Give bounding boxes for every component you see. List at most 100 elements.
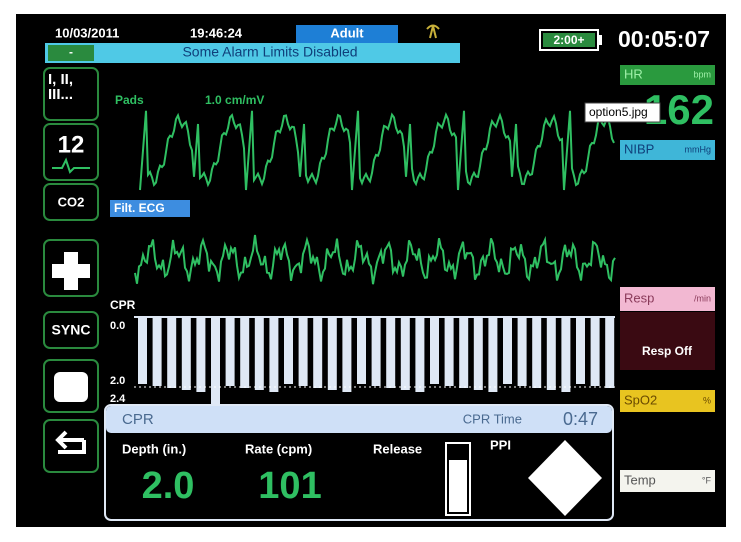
filt-ecg-tag <box>110 200 190 217</box>
cpr-compression-bar <box>576 318 585 384</box>
cpr-compression-bar <box>444 318 454 386</box>
leads-label-box: I, II, III... <box>48 72 74 103</box>
battery-time: 2:00+ <box>553 33 584 47</box>
back-button[interactable] <box>43 419 99 473</box>
cpr-compression-bar <box>488 318 498 392</box>
cpr-panel <box>104 404 614 521</box>
print-button[interactable] <box>43 359 99 413</box>
cpr-compression-bar <box>327 318 337 390</box>
temp-header[interactable] <box>620 470 715 492</box>
cpr-compression-bar <box>269 318 279 392</box>
nibp-header[interactable] <box>620 140 715 160</box>
cpr-compression-bar <box>430 318 439 384</box>
cpr-compression-bar <box>254 318 264 390</box>
co2-label[interactable]: CO2 <box>58 194 85 209</box>
cpr-compression-bar <box>298 318 308 386</box>
hr-label: HR <box>624 66 643 81</box>
cpr-compression-bar <box>284 318 293 384</box>
filt-ecg-label: Filt. ECG <box>114 201 165 215</box>
release-gauge-fill <box>449 460 467 512</box>
hr-unit: bpm <box>693 69 711 79</box>
temp-unit: °F <box>702 475 712 485</box>
ppi-diamond <box>528 440 602 516</box>
depth-label: Depth (in.) <box>122 441 186 456</box>
rate-label: Rate (cpm) <box>245 441 312 456</box>
tooltip-box <box>584 102 661 123</box>
release-gauge <box>445 442 471 516</box>
cpr-compression-bar <box>152 318 162 386</box>
resp-status-box <box>620 312 715 370</box>
cpr-compression-bar <box>605 318 615 388</box>
cpr-compression-bar <box>590 318 600 386</box>
cpr-compression-bar <box>138 318 147 384</box>
spo2-header[interactable] <box>620 390 715 412</box>
cpr-compression-bar <box>167 318 177 388</box>
cpr-compression-bar <box>371 318 381 386</box>
leads-button[interactable] <box>43 67 99 121</box>
tooltip: option5.jpg <box>589 105 648 119</box>
cpr-compression-bar <box>196 318 206 392</box>
battery-tip <box>598 35 602 45</box>
spo2-label: SpO2 <box>624 392 657 407</box>
cpr-panel-header <box>106 406 612 433</box>
patient-mode[interactable]: Adult <box>330 25 364 40</box>
nibp-label: NIBP <box>624 141 654 156</box>
cpr-compression-bar <box>561 318 571 392</box>
elapsed-time: 00:05:07 <box>618 26 710 52</box>
twelve-lead-button[interactable] <box>43 123 99 181</box>
cpr-compression-bar <box>459 318 469 388</box>
ppi-label: PPI <box>490 437 511 452</box>
cpr-compression-bar <box>240 318 250 388</box>
pads-scale: 1.0 cm/mV <box>205 93 264 107</box>
cpr-compression-bar <box>313 318 323 388</box>
filtered-waveform <box>134 234 616 285</box>
cpr-compression-bar <box>225 318 235 386</box>
alarm-button-label[interactable]: - <box>69 45 73 59</box>
resp-label: Resp <box>624 290 654 305</box>
nibp-unit: mmHg <box>685 144 712 154</box>
patient-mode-box[interactable] <box>296 25 398 43</box>
clock: 19:46:24 <box>190 25 243 40</box>
wireless-icon <box>426 24 440 39</box>
drug-button[interactable] <box>43 239 99 297</box>
pads-waveform <box>139 110 615 191</box>
cpr-compression-bar <box>415 318 425 392</box>
resp-status: Resp Off <box>642 344 693 358</box>
depth-value: 2.0 <box>142 465 195 507</box>
print-icon <box>54 372 88 402</box>
cpr-panel-title: CPR <box>122 411 154 428</box>
cpr-scale-top: 0.0 <box>110 320 125 332</box>
alarm-message: Some Alarm Limits Disabled <box>182 44 357 60</box>
release-label: Release <box>373 441 422 456</box>
cpr-compression-bar <box>386 318 396 388</box>
cpr-compression-bar <box>473 318 483 390</box>
cpr-compression-bar <box>517 318 527 386</box>
rate-value: 101 <box>258 465 321 507</box>
co2-button[interactable] <box>43 183 99 221</box>
cpr-scale-bottom: 2.4 <box>110 393 126 405</box>
resp-header[interactable] <box>620 287 715 311</box>
cpr-compression-bar <box>400 318 410 390</box>
cpr-compression-bar <box>211 318 220 406</box>
battery-fill <box>543 33 595 47</box>
spo2-unit: % <box>703 395 711 405</box>
cpr-compression-bar <box>532 318 542 388</box>
cpr-time-value: 0:47 <box>563 409 598 429</box>
cpr-waveform <box>138 318 615 406</box>
leads-label[interactable]: I, II, III... <box>48 72 74 103</box>
hr-header[interactable] <box>620 65 715 85</box>
resp-unit: /min <box>694 293 711 303</box>
twelve-lead-label[interactable]: 12 <box>58 131 85 158</box>
sync-button[interactable] <box>43 311 99 349</box>
alarm-button[interactable] <box>48 45 94 61</box>
pads-label: Pads <box>115 93 144 107</box>
sync-label[interactable]: SYNC <box>52 322 91 338</box>
drug-icon <box>52 252 90 290</box>
cpr-compression-bar <box>357 318 366 384</box>
twelve-lead-icon <box>52 157 90 174</box>
cpr-scale-target: 2.0 <box>110 375 125 387</box>
date: 10/03/2011 <box>55 25 119 40</box>
cpr-time-label: CPR Time <box>463 411 522 426</box>
